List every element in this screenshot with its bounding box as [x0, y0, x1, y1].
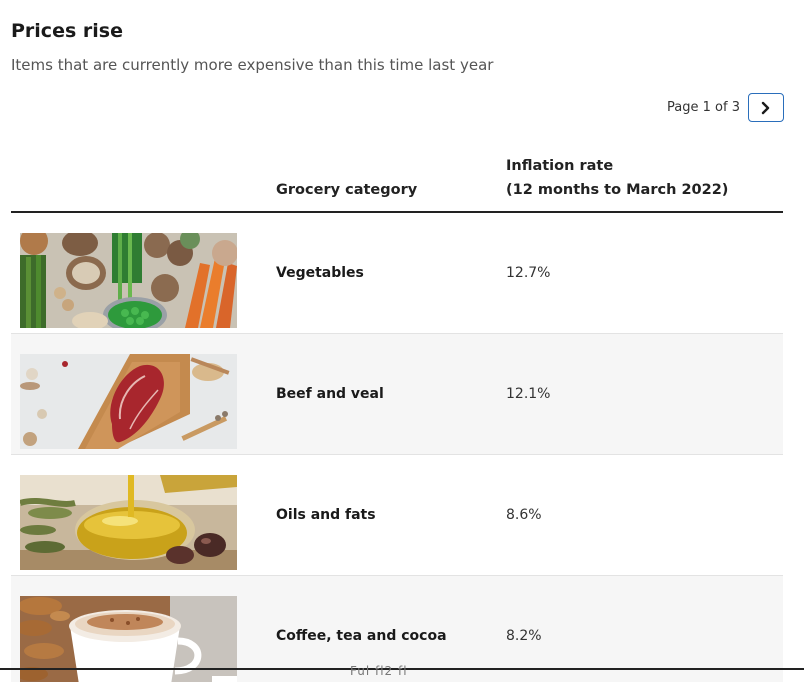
- pagination: Page 1 of 3: [667, 93, 784, 122]
- cell-category: Beef and veal: [276, 386, 384, 402]
- page-indicator: Page 1 of 3: [667, 100, 740, 115]
- chevron-right-icon: [761, 101, 770, 114]
- oil-photo: [20, 475, 237, 570]
- beef-photo: [20, 354, 237, 449]
- column-header-category: Grocery category: [276, 182, 418, 198]
- bottom-divider: [0, 668, 804, 670]
- table-row: Vegetables 12.7%: [11, 213, 783, 334]
- cell-inflation-rate: 12.7%: [506, 265, 551, 281]
- table-row: Coffee, tea and cocoa 8.2%: [11, 576, 783, 682]
- cell-inflation-rate: 8.2%: [506, 628, 542, 644]
- cell-category: Oils and fats: [276, 507, 376, 523]
- cell-inflation-rate: 12.1%: [506, 386, 551, 402]
- table-row: Oils and fats 8.6%: [11, 455, 783, 576]
- partial-footer-text: Ful fl2 fl: [350, 664, 408, 678]
- page-title: Prices rise: [11, 20, 123, 42]
- vegetables-photo: [20, 233, 237, 328]
- next-page-button[interactable]: [748, 93, 784, 122]
- column-header-rate-line2: (12 months to March 2022): [506, 182, 729, 198]
- table-row: Beef and veal 12.1%: [11, 334, 783, 455]
- page-subtitle: Items that are currently more expensive …: [11, 56, 494, 74]
- table-header: Grocery category Inflation rate (12 mont…: [11, 150, 783, 213]
- cell-inflation-rate: 8.6%: [506, 507, 542, 523]
- cell-category: Vegetables: [276, 265, 364, 281]
- prices-table: Grocery category Inflation rate (12 mont…: [11, 150, 783, 682]
- column-header-inflation-rate: Inflation rate (12 months to March 2022): [506, 154, 728, 202]
- column-header-rate-line1: Inflation rate: [506, 158, 614, 174]
- cell-category: Coffee, tea and cocoa: [276, 628, 447, 644]
